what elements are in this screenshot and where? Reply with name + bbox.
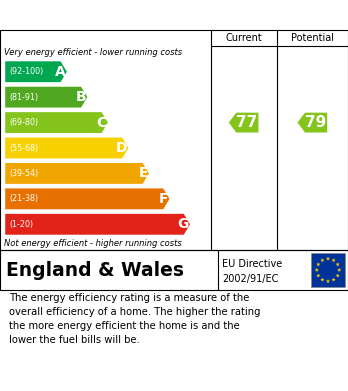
Text: 79: 79 xyxy=(305,115,326,130)
Text: D: D xyxy=(116,141,127,155)
Text: EU Directive: EU Directive xyxy=(222,259,283,269)
Polygon shape xyxy=(335,273,340,277)
Polygon shape xyxy=(320,278,324,282)
Text: G: G xyxy=(178,217,189,231)
Polygon shape xyxy=(326,279,330,283)
Bar xyxy=(311,253,345,287)
Text: (39-54): (39-54) xyxy=(9,169,39,178)
Polygon shape xyxy=(5,163,149,184)
Text: Energy Efficiency Rating: Energy Efficiency Rating xyxy=(9,7,211,23)
Text: Not energy efficient - higher running costs: Not energy efficient - higher running co… xyxy=(4,239,182,248)
Polygon shape xyxy=(337,268,341,272)
Text: (92-100): (92-100) xyxy=(9,67,44,76)
Polygon shape xyxy=(5,188,169,209)
Text: A: A xyxy=(55,65,66,79)
Text: (81-91): (81-91) xyxy=(9,93,38,102)
Text: The energy efficiency rating is a measure of the
overall efficiency of a home. T: The energy efficiency rating is a measur… xyxy=(9,293,260,345)
Text: F: F xyxy=(159,192,168,206)
Polygon shape xyxy=(298,113,327,133)
Text: Current: Current xyxy=(225,33,262,43)
Polygon shape xyxy=(320,258,324,262)
Polygon shape xyxy=(332,278,336,282)
Polygon shape xyxy=(5,112,108,133)
Polygon shape xyxy=(5,138,128,158)
Text: (1-20): (1-20) xyxy=(9,220,33,229)
Text: C: C xyxy=(97,116,107,129)
Text: (21-38): (21-38) xyxy=(9,194,38,203)
Text: E: E xyxy=(139,167,148,180)
Polygon shape xyxy=(229,113,259,133)
Polygon shape xyxy=(315,268,319,272)
Polygon shape xyxy=(5,87,87,108)
Text: B: B xyxy=(76,90,86,104)
Text: Potential: Potential xyxy=(291,33,334,43)
Polygon shape xyxy=(326,256,330,260)
Polygon shape xyxy=(335,262,340,266)
Text: 77: 77 xyxy=(236,115,257,130)
Text: Very energy efficient - lower running costs: Very energy efficient - lower running co… xyxy=(4,48,182,57)
Polygon shape xyxy=(316,273,321,277)
Polygon shape xyxy=(5,214,190,235)
Polygon shape xyxy=(5,61,67,82)
Text: (55-68): (55-68) xyxy=(9,143,39,152)
Text: England & Wales: England & Wales xyxy=(6,260,184,280)
Polygon shape xyxy=(332,258,336,262)
Polygon shape xyxy=(316,262,321,266)
Text: (69-80): (69-80) xyxy=(9,118,38,127)
Text: 2002/91/EC: 2002/91/EC xyxy=(222,274,279,284)
